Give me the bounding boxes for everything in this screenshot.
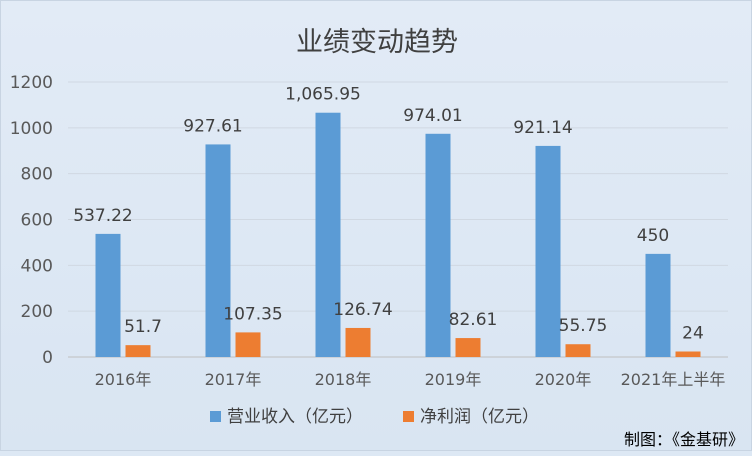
data-label-revenue: 537.22: [73, 206, 132, 226]
data-label-revenue: 921.14: [513, 118, 572, 138]
data-label-revenue: 927.61: [183, 116, 242, 136]
chart-title: 业绩变动趋势: [296, 27, 458, 58]
data-label-profit: 126.74: [333, 300, 392, 320]
y-tick-label: 400: [21, 256, 53, 276]
bar-revenue: [535, 145, 561, 357]
x-tick-label: 2020年: [535, 370, 592, 389]
data-label-revenue: 1,065.95: [285, 85, 361, 105]
legend-label-profit: 净利润（亿元）: [420, 407, 539, 427]
data-label-revenue: 450: [637, 226, 669, 246]
bars: [95, 112, 701, 358]
data-label-profit: 82.61: [449, 310, 498, 330]
bar-revenue: [315, 112, 341, 358]
data-label-profit: 24: [682, 324, 704, 344]
x-axis-ticks: 2016年 2017年 2018年 2019年 2020年 2021年上半年: [95, 370, 726, 389]
x-tick-label: 2017年: [205, 370, 262, 389]
x-tick-label: 2016年: [95, 370, 152, 389]
legend-swatch-profit: [403, 411, 414, 422]
legend-swatch-revenue: [210, 411, 221, 422]
data-label-profit: 107.35: [223, 304, 282, 324]
y-tick-label: 200: [21, 302, 53, 322]
bar-revenue: [205, 144, 231, 357]
x-tick-label: 2021年上半年: [621, 370, 726, 389]
data-label-profit: 51.7: [124, 317, 162, 337]
y-tick-label: 800: [21, 165, 53, 185]
bar-profit: [565, 344, 591, 357]
bar-revenue: [425, 133, 451, 357]
bar-profit: [675, 351, 701, 357]
bar-revenue: [645, 253, 671, 357]
legend: 营业收入（亿元） 净利润（亿元）: [210, 407, 539, 427]
legend-label-revenue: 营业收入（亿元）: [227, 407, 363, 427]
y-axis-ticks: 0 200 400 600 800 1000 1200: [10, 73, 53, 368]
y-tick-label: 600: [21, 211, 53, 231]
data-labels: 537.22 51.7 927.61 107.35 1,065.95 126.74 974.…: [73, 85, 704, 344]
x-tick-label: 2018年: [315, 370, 372, 389]
bar-profit: [455, 338, 481, 357]
bar-profit: [235, 332, 261, 357]
y-tick-label: 1000: [10, 119, 53, 139]
x-tick-label: 2019年: [425, 370, 482, 389]
y-tick-label: 0: [42, 348, 53, 368]
bar-profit: [125, 345, 151, 357]
data-label-revenue: 974.01: [403, 106, 462, 126]
y-tick-label: 1200: [10, 73, 53, 93]
bar-revenue: [95, 233, 121, 357]
source-note: 制图：《金基研》: [624, 430, 744, 449]
gridlines: [68, 81, 728, 358]
data-label-profit: 55.75: [559, 316, 608, 336]
bar-profit: [345, 327, 371, 357]
